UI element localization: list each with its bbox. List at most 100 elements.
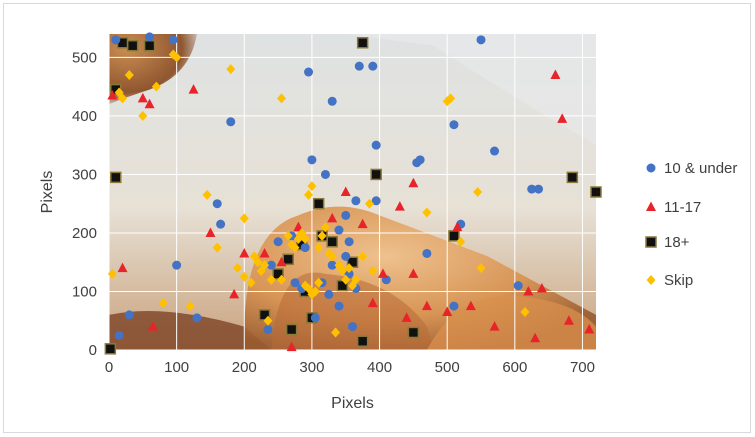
data-point: [314, 242, 324, 253]
data-point: [377, 268, 388, 278]
data-point: [285, 323, 298, 336]
data-point: [449, 120, 459, 130]
data-point: [344, 263, 354, 274]
data-point: [557, 113, 568, 123]
data-point: [239, 213, 249, 224]
data-point: [259, 247, 270, 258]
data-point: [489, 321, 500, 331]
data-point: [415, 155, 425, 165]
legend-label: 18+: [664, 234, 690, 251]
data-point: [192, 313, 202, 323]
data-point: [229, 288, 240, 299]
data-point: [107, 89, 118, 100]
data-point: [276, 93, 286, 104]
data-point: [408, 268, 419, 278]
data-point: [307, 155, 317, 165]
data-point: [341, 274, 351, 285]
data-point: [239, 247, 250, 258]
data-point: [273, 237, 283, 247]
data-point: [118, 93, 128, 104]
data-point: [263, 315, 273, 326]
data-point: [226, 117, 236, 127]
y-tick-label: 500: [72, 49, 97, 66]
data-point: [341, 210, 351, 220]
data-point: [337, 266, 347, 276]
legend-item: Skip: [646, 272, 693, 289]
data-point: [368, 61, 378, 71]
series-18: [104, 37, 602, 355]
data-point: [371, 196, 381, 206]
data-point: [408, 177, 419, 188]
data-point: [563, 315, 574, 325]
y-tick-label: 200: [72, 225, 97, 242]
legend-item: 18+: [645, 234, 690, 251]
x-tick-label: 200: [232, 359, 257, 376]
data-point: [422, 207, 432, 218]
data-point: [368, 266, 378, 276]
data-point: [253, 257, 263, 268]
data-point: [293, 221, 304, 232]
data-point: [473, 187, 483, 197]
data-point: [320, 222, 330, 233]
data-point: [324, 248, 334, 259]
x-tick-label: 400: [367, 359, 392, 376]
data-point: [185, 301, 195, 312]
plot-background-image: [109, 34, 596, 350]
data-point: [327, 260, 337, 270]
data-point: [354, 61, 364, 71]
data-point: [260, 260, 270, 271]
data-point: [344, 237, 354, 247]
legend-label: Skip: [664, 272, 693, 289]
data-point: [168, 49, 178, 60]
data-point: [158, 298, 168, 309]
data-point: [513, 281, 523, 291]
series-11-17: [107, 69, 595, 352]
data-point: [202, 189, 212, 200]
bg-shape: [345, 34, 596, 146]
data-point: [351, 196, 361, 206]
data-point: [144, 98, 155, 109]
data-point: [401, 312, 412, 322]
legend: 10 & under 11-17 18+ Skip: [645, 160, 737, 289]
x-tick-label: 600: [502, 359, 527, 376]
data-point: [449, 301, 459, 311]
data-point: [263, 325, 273, 335]
data-point: [490, 146, 500, 156]
data-point: [371, 140, 381, 150]
data-point: [407, 326, 420, 339]
data-point: [239, 271, 249, 282]
data-point: [286, 341, 297, 352]
data-point: [307, 181, 317, 192]
data-marks: [104, 32, 602, 355]
data-point: [205, 227, 216, 237]
data-point: [334, 301, 344, 311]
data-point: [523, 285, 534, 296]
y-tick-label: 100: [72, 283, 97, 300]
data-point: [212, 199, 222, 209]
data-point: [310, 286, 320, 297]
legend-marker: [646, 275, 656, 285]
data-point: [304, 189, 314, 200]
data-point: [226, 64, 236, 75]
legend-label: 11-17: [664, 199, 701, 216]
data-point: [324, 289, 334, 299]
data-point: [216, 219, 226, 229]
data-point: [422, 248, 432, 258]
data-point: [476, 263, 486, 274]
data-point: [536, 283, 547, 293]
data-point: [172, 260, 182, 270]
data-point: [320, 169, 330, 179]
axes: 0 100 200 300 400 500 600 700 0 100 200 300 400 500: [72, 49, 595, 376]
data-point: [276, 256, 287, 267]
data-point: [340, 186, 351, 196]
x-tick-label: 300: [299, 359, 324, 376]
data-point: [476, 35, 486, 45]
data-point: [452, 221, 463, 232]
data-point: [246, 277, 256, 288]
data-point: [107, 268, 117, 279]
data-point: [358, 251, 368, 262]
data-point: [124, 69, 134, 80]
data-point: [348, 322, 357, 332]
data-point: [327, 251, 337, 262]
